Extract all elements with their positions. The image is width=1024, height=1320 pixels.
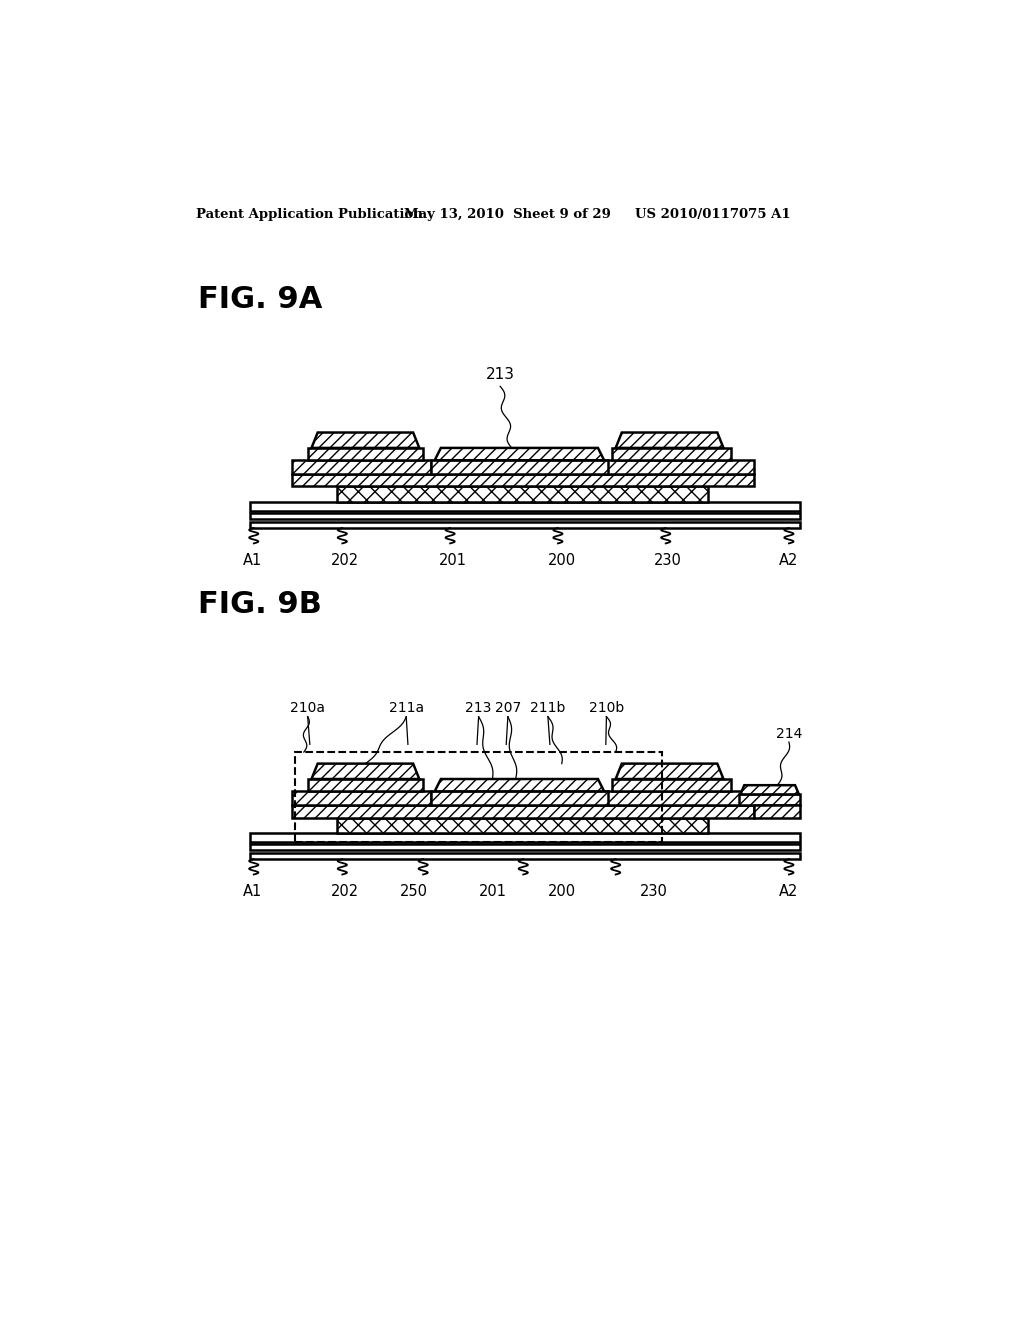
- Text: 202: 202: [331, 884, 358, 899]
- Bar: [739, 795, 801, 805]
- Bar: [295, 752, 662, 842]
- Bar: [292, 792, 431, 805]
- Bar: [250, 502, 801, 511]
- Text: 200: 200: [548, 553, 575, 568]
- Bar: [250, 833, 801, 842]
- Bar: [250, 853, 801, 859]
- Bar: [611, 447, 731, 461]
- Text: 207: 207: [495, 701, 521, 715]
- Bar: [755, 805, 801, 817]
- Text: 230: 230: [654, 553, 682, 568]
- Text: A1: A1: [243, 553, 262, 568]
- Polygon shape: [740, 785, 799, 795]
- Bar: [307, 779, 423, 792]
- Bar: [292, 805, 755, 817]
- Bar: [307, 447, 423, 461]
- Text: 250: 250: [400, 884, 428, 899]
- Text: 210a: 210a: [290, 701, 326, 715]
- Polygon shape: [311, 763, 419, 779]
- Polygon shape: [615, 763, 724, 779]
- Text: Patent Application Publication: Patent Application Publication: [196, 209, 423, 222]
- Bar: [611, 779, 731, 792]
- Bar: [250, 521, 801, 528]
- Bar: [337, 487, 708, 502]
- Text: 230: 230: [640, 884, 668, 899]
- Bar: [604, 792, 755, 805]
- Text: May 13, 2010  Sheet 9 of 29: May 13, 2010 Sheet 9 of 29: [403, 209, 610, 222]
- Polygon shape: [435, 447, 604, 461]
- Text: A1: A1: [243, 884, 262, 899]
- Text: A2: A2: [779, 553, 799, 568]
- Bar: [604, 461, 755, 474]
- Text: FIG. 9B: FIG. 9B: [199, 590, 323, 619]
- Polygon shape: [435, 779, 604, 792]
- Bar: [292, 461, 431, 474]
- Text: 210b: 210b: [589, 701, 624, 715]
- Bar: [250, 843, 801, 850]
- Text: 213: 213: [466, 701, 492, 715]
- Bar: [250, 512, 801, 519]
- Text: 201: 201: [438, 553, 466, 568]
- Polygon shape: [615, 433, 724, 447]
- Bar: [292, 474, 755, 487]
- Text: FIG. 9A: FIG. 9A: [199, 285, 323, 314]
- Text: A2: A2: [779, 884, 799, 899]
- Text: 214: 214: [776, 726, 802, 741]
- Text: US 2010/0117075 A1: US 2010/0117075 A1: [635, 209, 791, 222]
- Text: 211a: 211a: [389, 701, 424, 715]
- Bar: [431, 461, 608, 474]
- Text: 200: 200: [548, 884, 575, 899]
- Text: 211b: 211b: [530, 701, 565, 715]
- Text: 201: 201: [478, 884, 507, 899]
- Bar: [431, 792, 608, 805]
- Text: 202: 202: [331, 553, 358, 568]
- Bar: [337, 817, 708, 833]
- Polygon shape: [311, 433, 419, 447]
- Text: 213: 213: [485, 367, 515, 383]
